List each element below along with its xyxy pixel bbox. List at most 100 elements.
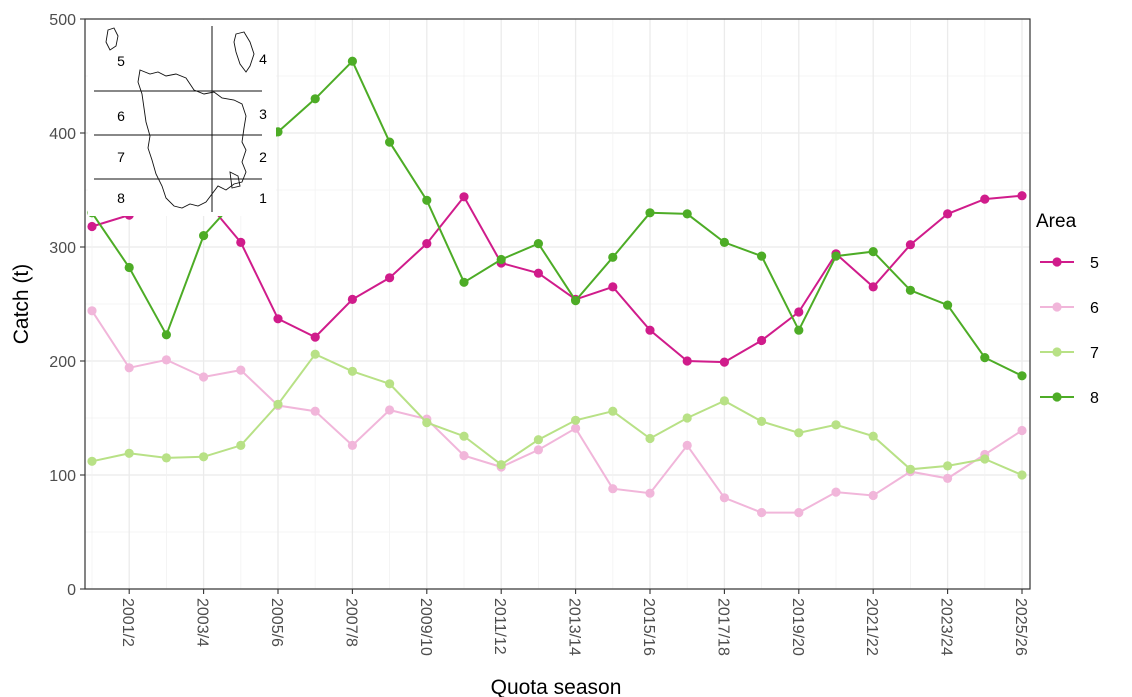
series-point-7 — [868, 431, 878, 441]
inset-label-left-2: 7 — [117, 149, 125, 165]
series-point-8 — [608, 252, 618, 262]
series-point-5 — [943, 209, 953, 219]
series-point-6 — [347, 440, 357, 450]
y-tick-label: 0 — [67, 582, 76, 599]
series-point-7 — [87, 456, 97, 466]
series-point-6 — [161, 355, 171, 365]
series-point-6 — [757, 507, 767, 518]
series-point-6 — [385, 405, 395, 415]
series-point-7 — [905, 464, 916, 474]
series-point-8 — [533, 239, 544, 249]
kings-island-outline — [105, 27, 119, 51]
x-tick-label: 2021/22 — [863, 598, 880, 656]
series-point-7 — [124, 448, 134, 458]
series-point-7 — [794, 428, 804, 438]
x-tick-label: 2017/18 — [714, 598, 731, 656]
series-point-6 — [571, 423, 581, 433]
legend-label-7: 7 — [1090, 345, 1099, 362]
series-point-7 — [608, 406, 618, 416]
series-point-8 — [868, 247, 878, 257]
series-point-6 — [199, 372, 209, 382]
series-point-7 — [943, 461, 953, 471]
series-point-7 — [459, 431, 469, 441]
series-point-8 — [422, 195, 432, 205]
y-tick-label: 400 — [49, 126, 76, 143]
series-point-6 — [645, 488, 655, 498]
y-axis-label: Catch (t) — [10, 264, 33, 345]
series-point-7 — [385, 379, 395, 389]
series-point-5 — [757, 335, 767, 346]
series-point-7 — [1017, 470, 1027, 480]
series-point-7 — [236, 440, 246, 450]
series-point-7 — [199, 452, 209, 462]
series-point-8 — [719, 237, 730, 247]
series-point-5 — [905, 240, 916, 250]
series-point-7 — [571, 415, 581, 425]
series-line-5 — [91, 194, 1023, 364]
legend-key-point-6 — [1052, 302, 1062, 312]
legend-label-5: 5 — [1090, 255, 1099, 272]
y-tick-label: 200 — [49, 354, 76, 371]
series-point-6 — [1017, 425, 1027, 436]
series-point-6 — [87, 306, 97, 316]
x-tick-label: 2009/10 — [417, 598, 434, 656]
y-tick-label: 100 — [49, 468, 76, 485]
legend-key-point-5 — [1052, 257, 1062, 267]
inset-map-background — [88, 20, 276, 216]
series-point-7 — [831, 420, 841, 430]
series-point-8 — [385, 137, 395, 147]
series-point-5 — [533, 268, 544, 278]
series-point-5 — [794, 307, 804, 317]
series-point-5 — [719, 357, 730, 367]
series-point-8 — [310, 94, 320, 104]
series-point-7 — [980, 454, 990, 464]
series-point-8 — [943, 300, 953, 310]
series-point-7 — [533, 435, 544, 445]
series-point-7 — [719, 396, 730, 406]
series-point-5 — [608, 282, 618, 292]
series-point-7 — [161, 453, 171, 463]
series-point-8 — [124, 262, 134, 273]
series-point-5 — [236, 237, 246, 247]
inset-label-left-1: 6 — [117, 108, 125, 124]
series-point-7 — [682, 413, 692, 423]
inset-label-right-0: 4 — [259, 51, 267, 67]
series-point-8 — [571, 296, 581, 306]
flinders-island-outline — [233, 31, 255, 73]
inset-label-left-3: 8 — [117, 190, 125, 206]
series-line-6 — [91, 310, 1023, 514]
series-point-8 — [831, 251, 841, 261]
series-point-6 — [310, 406, 320, 416]
series-point-7 — [422, 418, 432, 428]
x-tick-label: 2007/8 — [342, 598, 359, 647]
x-tick-label: 2013/14 — [566, 598, 583, 656]
x-axis-label: Quota season — [491, 676, 622, 697]
series-point-6 — [682, 440, 692, 450]
tasman-peninsula-outline — [229, 171, 241, 189]
series-point-8 — [496, 254, 506, 265]
series-point-8 — [161, 330, 171, 340]
series-point-5 — [87, 221, 97, 232]
legend-key-point-7 — [1052, 347, 1062, 357]
series-point-7 — [347, 366, 357, 376]
inset-label-left-0: 5 — [117, 53, 125, 69]
y-tick-label: 500 — [49, 12, 76, 29]
series-point-5 — [980, 194, 990, 204]
series-point-5 — [273, 314, 283, 324]
series-point-6 — [868, 490, 878, 501]
legend-label-6: 6 — [1090, 300, 1099, 317]
series-point-8 — [980, 353, 990, 363]
series-point-6 — [459, 451, 469, 461]
series-point-7 — [757, 416, 767, 426]
legend-label-8: 8 — [1090, 390, 1099, 407]
series-point-5 — [645, 325, 655, 335]
series-point-5 — [310, 332, 320, 342]
series-point-8 — [794, 325, 804, 335]
series-point-6 — [608, 484, 618, 494]
series-point-5 — [1017, 191, 1027, 201]
series-point-8 — [1017, 371, 1027, 381]
legend-key-point-8 — [1052, 392, 1062, 402]
series-point-6 — [831, 487, 841, 497]
series-point-8 — [645, 208, 655, 218]
